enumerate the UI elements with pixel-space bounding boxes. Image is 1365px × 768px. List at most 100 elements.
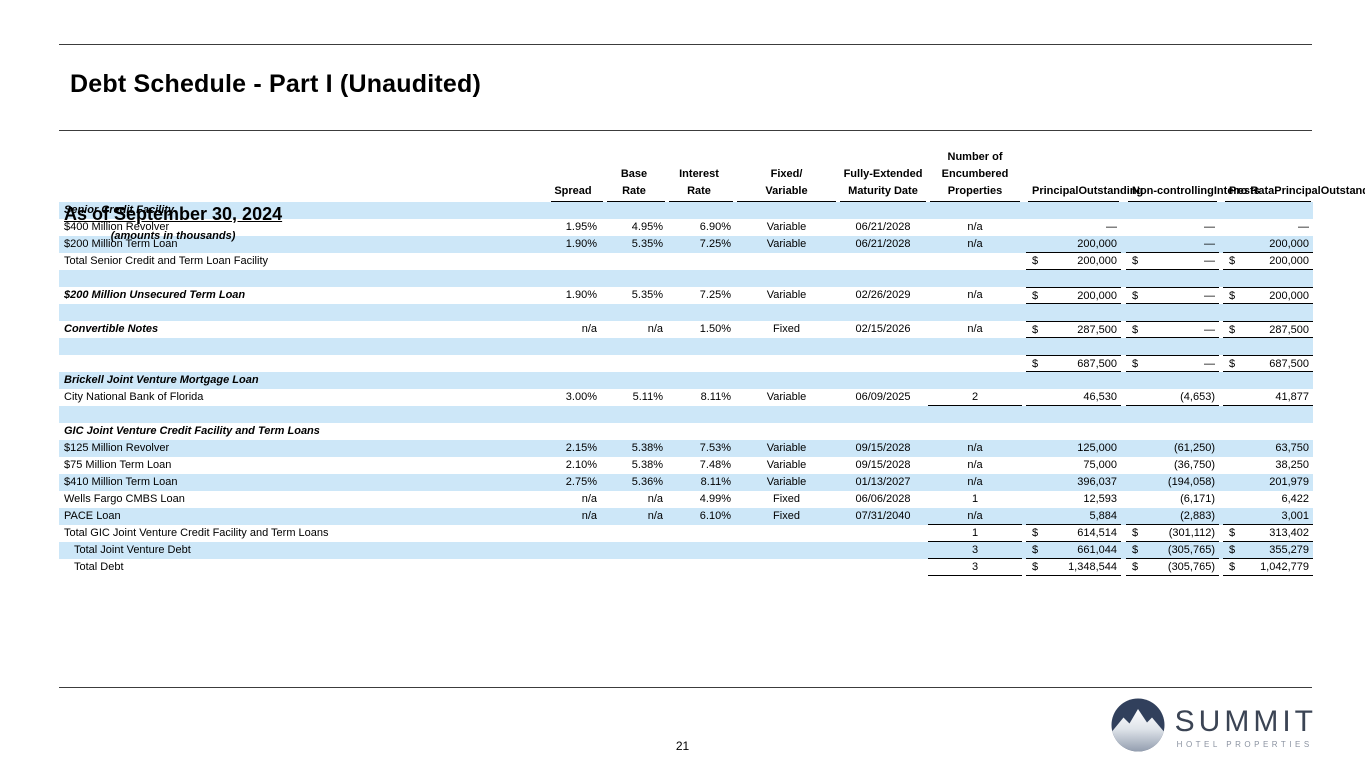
amount: 125,000 bbox=[1077, 442, 1117, 454]
amount: 200,000 bbox=[1269, 255, 1309, 267]
row-label: $410 Million Term Loan bbox=[64, 476, 178, 488]
amount: — bbox=[1204, 238, 1215, 250]
amount: — bbox=[1204, 290, 1215, 302]
cell-prorata-outstanding bbox=[1223, 304, 1313, 321]
page-number: 21 bbox=[675, 739, 690, 753]
cell-num-properties: 1 bbox=[971, 493, 979, 505]
cell-principal-outstanding: $687,500 bbox=[1026, 355, 1121, 372]
amount: 3,001 bbox=[1281, 510, 1309, 522]
cell-principal-outstanding bbox=[1026, 338, 1121, 355]
cell-principal-outstanding bbox=[1026, 202, 1121, 219]
cell-base-rate bbox=[605, 423, 667, 440]
cell-spread: 1.95% bbox=[565, 221, 597, 233]
dollar-sign: $ bbox=[1032, 255, 1039, 267]
cell-interest-rate: 6.10% bbox=[699, 510, 731, 522]
cell-interest-rate bbox=[667, 270, 735, 287]
cell-prorata-outstanding: 6,422 bbox=[1223, 491, 1313, 508]
cell-noncontrolling-interests bbox=[1126, 406, 1219, 423]
cell-maturity-date bbox=[838, 423, 928, 440]
amount: (36,750) bbox=[1174, 459, 1215, 471]
cell-interest-rate bbox=[667, 355, 735, 372]
cell-spread bbox=[549, 559, 605, 576]
cell-noncontrolling-interests bbox=[1126, 338, 1219, 355]
amount: 687,500 bbox=[1269, 358, 1309, 370]
cell-fixed-variable: Variable bbox=[766, 289, 807, 301]
table-row: City National Bank of Florida 3.00% 5.11… bbox=[59, 389, 1313, 406]
cell-noncontrolling-interests: $ (305,765) bbox=[1126, 559, 1219, 576]
cell-base-rate bbox=[605, 525, 667, 542]
mountain-circle-icon bbox=[1110, 697, 1166, 758]
cell-maturity-date: 06/09/2025 bbox=[855, 391, 911, 403]
dollar-sign: $ bbox=[1229, 290, 1236, 302]
cell-spread bbox=[549, 525, 605, 542]
table-row: Total Joint Venture Debt 3 $661,044 $ (30… bbox=[59, 542, 1313, 559]
dollar-sign: $ bbox=[1229, 544, 1236, 556]
cell-maturity-date: 09/15/2028 bbox=[855, 459, 911, 471]
amount: (305,765) bbox=[1167, 544, 1215, 556]
row-label bbox=[59, 270, 549, 287]
cell-noncontrolling-interests: (6,171) bbox=[1126, 491, 1219, 508]
cell-spread bbox=[549, 406, 605, 423]
cell-noncontrolling-interests bbox=[1126, 202, 1219, 219]
amount: 201,979 bbox=[1269, 476, 1309, 488]
amount: 46,530 bbox=[1083, 391, 1117, 403]
cell-fixed-variable bbox=[735, 559, 838, 576]
cell-noncontrolling-interests: (61,250) bbox=[1126, 440, 1219, 457]
cell-base-rate bbox=[605, 542, 667, 559]
cell-interest-rate bbox=[667, 304, 735, 321]
cell-maturity-date bbox=[838, 542, 928, 559]
table-row: $200 Million Term Loan 1.90% 5.35% 7.25%… bbox=[59, 236, 1313, 253]
cell-noncontrolling-interests bbox=[1126, 423, 1219, 440]
cell-maturity-date: 06/21/2028 bbox=[855, 221, 911, 233]
cell-spread: 2.15% bbox=[565, 442, 597, 454]
cell-spread: n/a bbox=[581, 510, 597, 522]
cell-maturity-date: 06/06/2028 bbox=[855, 493, 911, 505]
table-header-row: As of September 30, 2024 (amounts in tho… bbox=[59, 136, 1365, 242]
amount: 1,042,779 bbox=[1260, 561, 1309, 573]
cell-interest-rate bbox=[667, 202, 735, 219]
cell-noncontrolling-interests bbox=[1126, 270, 1219, 287]
amount: 200,000 bbox=[1077, 238, 1117, 250]
cell-noncontrolling-interests: (4,653) bbox=[1126, 389, 1219, 406]
amount: 75,000 bbox=[1083, 459, 1117, 471]
cell-spread bbox=[549, 423, 605, 440]
cell-spread bbox=[549, 270, 605, 287]
cell-base-rate: n/a bbox=[647, 510, 663, 522]
table-row: $400 Million Revolver 1.95% 4.95% 6.90% … bbox=[59, 219, 1313, 236]
cell-spread bbox=[549, 253, 605, 270]
cell-noncontrolling-interests: — bbox=[1126, 219, 1219, 236]
logo-tagline: HOTEL PROPERTIES bbox=[1176, 739, 1313, 749]
cell-interest-rate bbox=[667, 542, 735, 559]
row-label: $125 Million Revolver bbox=[64, 442, 170, 454]
dollar-sign: $ bbox=[1229, 527, 1236, 539]
cell-fixed-variable bbox=[735, 423, 838, 440]
cell-fixed-variable bbox=[735, 253, 838, 270]
cell-base-rate: 5.35% bbox=[631, 238, 663, 250]
cell-num-properties bbox=[928, 304, 1022, 321]
cell-noncontrolling-interests: (2,883) bbox=[1126, 508, 1219, 525]
cell-interest-rate: 6.90% bbox=[699, 221, 731, 233]
row-label: Convertible Notes bbox=[64, 323, 159, 335]
cell-interest-rate: 8.11% bbox=[700, 476, 731, 488]
cell-spread bbox=[549, 355, 605, 372]
cell-num-properties: 2 bbox=[928, 389, 1022, 406]
cell-interest-rate: 4.99% bbox=[699, 493, 731, 505]
cell-fixed-variable bbox=[735, 542, 838, 559]
table-row: GIC Joint Venture Credit Facility and Te… bbox=[59, 423, 1313, 440]
dollar-sign: $ bbox=[1032, 544, 1039, 556]
cell-noncontrolling-interests bbox=[1126, 304, 1219, 321]
table-row bbox=[59, 338, 1313, 355]
amount: 1,348,544 bbox=[1068, 561, 1117, 573]
cell-prorata-outstanding: 201,979 bbox=[1223, 474, 1313, 491]
column-header-rate: Interest Rate bbox=[667, 149, 735, 202]
dollar-sign: $ bbox=[1229, 358, 1236, 370]
cell-prorata-outstanding: 200,000 bbox=[1223, 236, 1313, 253]
cell-principal-outstanding bbox=[1026, 304, 1121, 321]
amount: 12,593 bbox=[1083, 493, 1117, 505]
table-row: $75 Million Term Loan 2.10% 5.38% 7.48% … bbox=[59, 457, 1313, 474]
table-row: PACE Loan n/a n/a 6.10% Fixed 07/31/2040… bbox=[59, 508, 1313, 525]
cell-num-properties bbox=[928, 338, 1022, 355]
row-label: $200 Million Unsecured Term Loan bbox=[64, 289, 246, 301]
cell-maturity-date bbox=[838, 304, 928, 321]
amount: — bbox=[1204, 221, 1215, 233]
